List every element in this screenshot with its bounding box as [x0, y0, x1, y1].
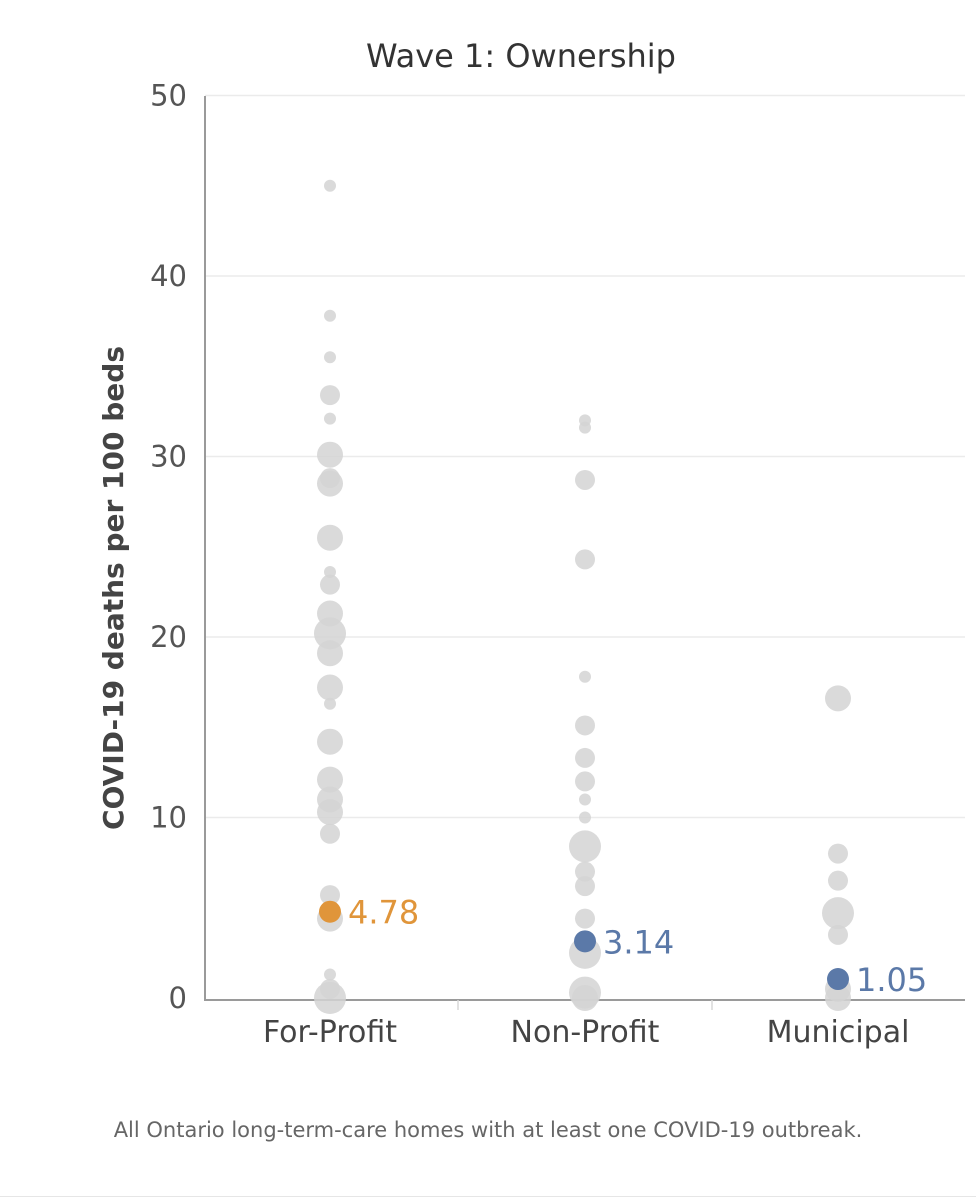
x-category-label: Municipal	[767, 1015, 910, 1050]
median-label: 1.05	[856, 961, 927, 999]
data-point	[324, 351, 336, 364]
data-point	[320, 574, 340, 595]
chart-footnote: All Ontario long-term-care homes with at…	[113, 1118, 863, 1142]
y-tick-label: 50	[150, 79, 187, 113]
data-point	[822, 897, 854, 930]
data-point	[579, 793, 591, 806]
data-point	[314, 617, 346, 650]
data-point	[828, 870, 848, 891]
median-label: 3.14	[603, 923, 674, 961]
chart-text: 0 10 20 30 40 50 Wave 1: Ownership COVID-19 dea…	[97, 37, 927, 1050]
data-point	[575, 861, 595, 882]
data-point	[320, 885, 340, 906]
data-points	[314, 179, 854, 1014]
y-tick-label: 20	[150, 620, 187, 654]
scatter-chart: 0 10 20 30 40 50 Wave 1: Ownership COVID-19 dea…	[97, 37, 965, 1050]
data-point	[575, 549, 595, 570]
data-point	[579, 421, 591, 434]
data-point	[575, 771, 595, 792]
y-tick-label: 0	[169, 981, 187, 1015]
data-point	[828, 843, 848, 864]
data-point	[317, 674, 343, 701]
data-point	[324, 179, 336, 192]
y-tick-label: 30	[150, 440, 187, 474]
data-point	[317, 766, 343, 793]
data-point	[825, 985, 851, 1011]
data-point	[324, 309, 336, 322]
median-label: 4.78	[348, 894, 419, 932]
data-point	[317, 640, 343, 667]
data-point	[320, 823, 340, 844]
median-marker	[319, 900, 341, 923]
data-point	[317, 441, 343, 468]
data-point	[317, 728, 343, 755]
y-tick-label: 10	[150, 801, 187, 835]
bottom-divider	[0, 1196, 976, 1197]
data-point	[828, 924, 848, 945]
data-point	[314, 982, 346, 1014]
x-category-label: Non-Profit	[511, 1015, 660, 1050]
data-point	[575, 747, 595, 768]
data-point	[324, 412, 336, 425]
y-axis-label: COVID-19 deaths per 100 beds	[97, 346, 130, 830]
data-point	[569, 830, 601, 863]
data-point	[575, 908, 595, 929]
data-point	[317, 470, 343, 497]
data-point	[317, 799, 343, 826]
data-point	[575, 715, 595, 736]
data-point	[324, 697, 336, 710]
median-markers	[319, 900, 849, 991]
data-point	[572, 985, 598, 1011]
data-point	[324, 566, 336, 579]
y-tick-label: 40	[150, 259, 187, 293]
data-point	[320, 385, 340, 406]
data-point	[317, 524, 343, 551]
data-point	[825, 685, 851, 712]
median-marker	[574, 930, 596, 953]
x-category-label: For-Profit	[263, 1015, 397, 1050]
chart-title: Wave 1: Ownership	[366, 37, 676, 75]
data-point	[575, 469, 595, 490]
data-point	[579, 670, 591, 683]
median-marker	[827, 968, 849, 991]
data-point	[579, 811, 591, 824]
data-point	[575, 876, 595, 897]
data-point	[324, 968, 336, 981]
